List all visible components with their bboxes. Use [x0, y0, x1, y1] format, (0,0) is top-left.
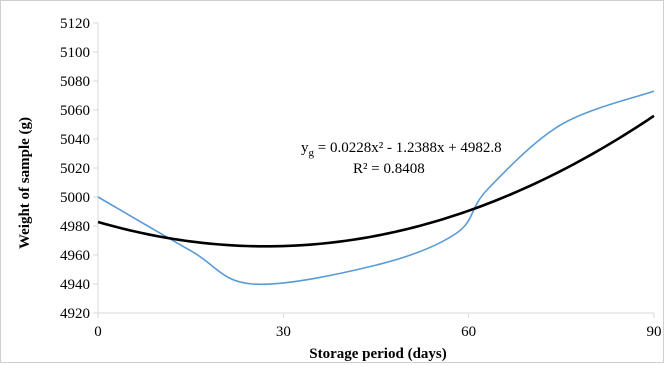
y-tick-label: 5120 [60, 16, 90, 32]
x-axis-ticks: 0 30 60 90 [94, 313, 662, 340]
trendline-equation: yg = 0.0228x² - 1.2388x + 4982.8 [301, 140, 502, 159]
y-axis-title: Weight of sample (g) [17, 117, 33, 249]
x-tick-label: 60 [461, 324, 476, 340]
y-tick-label: 5000 [60, 190, 90, 206]
y-tick-label: 4960 [60, 248, 90, 264]
y-tick-label: 5020 [60, 161, 90, 177]
y-tick-label: 5040 [60, 132, 90, 148]
y-tick-label: 4940 [60, 277, 90, 293]
y-tick-label: 4920 [60, 306, 90, 322]
x-axis-title: Storage period (days) [309, 346, 447, 362]
data-series-line [97, 90, 655, 286]
y-axis-ticks: 4920 4940 4960 4980 5000 5020 5040 5060 5080 5100… [60, 16, 98, 322]
y-tick-label: 4980 [60, 219, 90, 235]
trendline [97, 114, 655, 248]
x-tick-label: 90 [647, 324, 662, 340]
x-tick-label: 0 [94, 324, 102, 340]
r-squared-label: R² = 0.8408 [353, 161, 425, 177]
y-tick-label: 5080 [60, 74, 90, 90]
x-tick-label: 30 [276, 324, 291, 340]
y-tick-label: 5100 [60, 45, 90, 61]
y-tick-label: 5060 [60, 103, 90, 119]
